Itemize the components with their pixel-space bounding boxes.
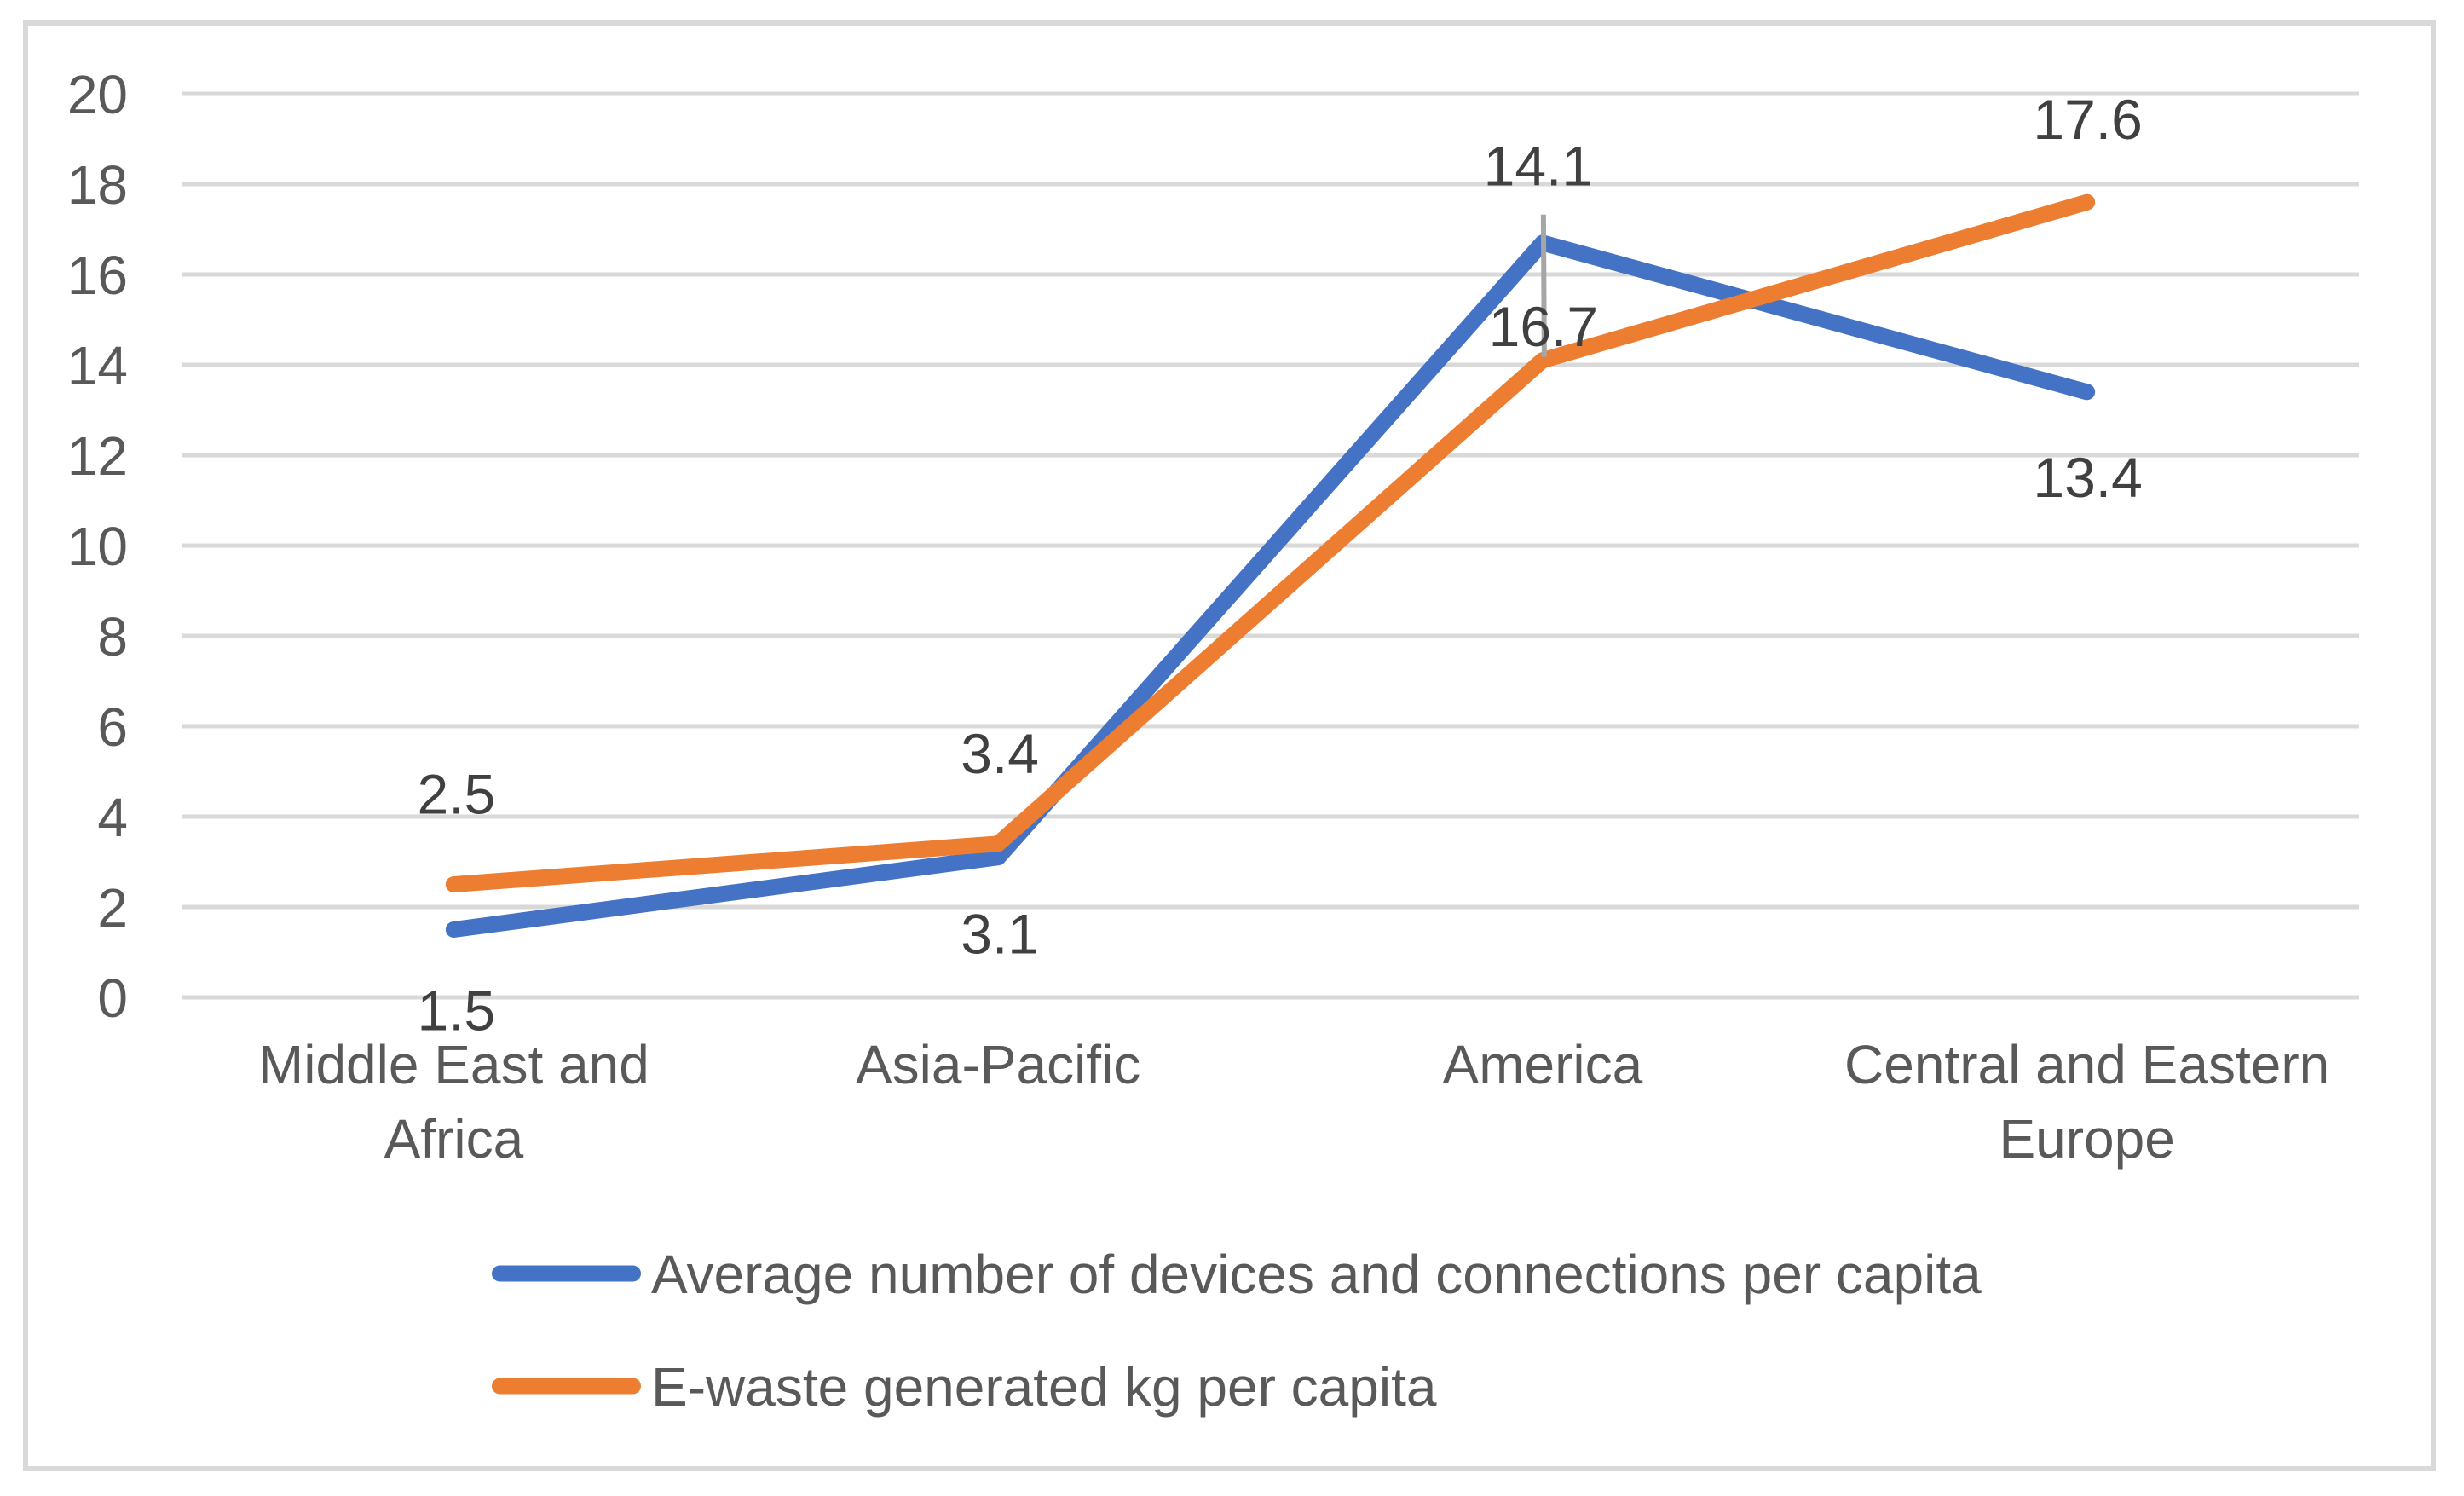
y-tick-label: 2 bbox=[97, 877, 128, 939]
x-category-label: Middle East and bbox=[258, 1034, 649, 1095]
figure-border bbox=[23, 20, 2436, 1471]
data-label: 16.7 bbox=[1489, 295, 1598, 358]
legend-label-0: Average number of devices and connection… bbox=[651, 1244, 1982, 1305]
x-category-label: Central and Eastern bbox=[1844, 1034, 2329, 1095]
series-line-0 bbox=[445, 234, 2096, 938]
data-label: 3.1 bbox=[961, 903, 1039, 966]
y-tick-label: 6 bbox=[97, 696, 128, 758]
x-category-label: Europe bbox=[1999, 1108, 2174, 1170]
data-label: 13.4 bbox=[2033, 446, 2142, 509]
y-tick-label: 20 bbox=[67, 64, 128, 125]
data-label: 2.5 bbox=[418, 763, 496, 826]
x-category-label: America bbox=[1443, 1034, 1643, 1095]
series-line-1 bbox=[445, 193, 2096, 892]
y-tick-label: 8 bbox=[97, 606, 128, 667]
legend-swatch-1 bbox=[492, 1378, 641, 1395]
legend-swatch-0 bbox=[492, 1265, 641, 1282]
legend-label-1: E-waste generated kg per capita bbox=[651, 1356, 1437, 1418]
data-label: 14.1 bbox=[1484, 135, 1593, 198]
y-tick-label: 4 bbox=[97, 787, 128, 848]
data-label: 3.4 bbox=[961, 722, 1039, 785]
data-label: 1.5 bbox=[418, 979, 496, 1043]
y-tick-label: 12 bbox=[67, 425, 128, 487]
data-label: 17.6 bbox=[2033, 88, 2142, 151]
x-category-label: Africa bbox=[384, 1108, 524, 1170]
y-tick-label: 16 bbox=[67, 245, 128, 306]
y-tick-label: 14 bbox=[67, 335, 128, 396]
y-tick-label: 18 bbox=[67, 154, 128, 216]
y-tick-label: 0 bbox=[97, 967, 128, 1029]
x-category-label: Asia-Pacific bbox=[856, 1034, 1140, 1095]
y-tick-label: 10 bbox=[67, 516, 128, 577]
